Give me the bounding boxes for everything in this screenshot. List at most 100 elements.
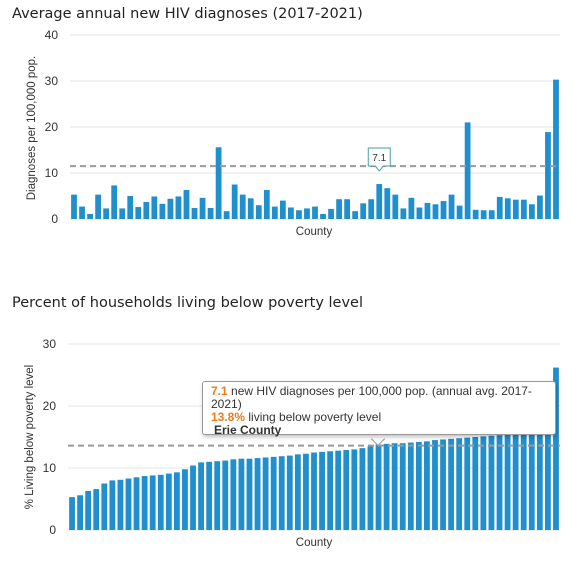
poverty-bar[interactable] [173, 472, 180, 530]
hiv-bar[interactable] [159, 203, 166, 219]
hiv-bar[interactable] [167, 198, 174, 219]
hiv-bar[interactable] [199, 197, 206, 219]
poverty-bar[interactable] [512, 433, 519, 530]
poverty-bar[interactable] [448, 438, 455, 530]
poverty-bar[interactable] [488, 435, 495, 530]
poverty-bar[interactable] [536, 431, 543, 530]
poverty-bar[interactable] [319, 451, 325, 530]
poverty-bar[interactable] [286, 455, 293, 530]
poverty-bar[interactable] [375, 444, 382, 530]
hiv-bar[interactable] [239, 194, 246, 219]
hiv-bar[interactable] [103, 208, 110, 219]
poverty-bar[interactable] [182, 469, 188, 530]
poverty-bar[interactable] [343, 450, 350, 530]
poverty-bar[interactable] [190, 465, 196, 530]
hiv-bar[interactable] [360, 203, 367, 219]
hiv-bar[interactable] [416, 207, 423, 220]
hiv-bar[interactable] [537, 195, 543, 219]
poverty-bar[interactable] [270, 456, 277, 530]
poverty-bar[interactable] [415, 441, 422, 530]
hiv-bar[interactable] [336, 199, 342, 219]
poverty-bar[interactable] [553, 367, 559, 530]
hiv-bar[interactable] [392, 194, 399, 219]
hiv-bar[interactable] [207, 207, 214, 219]
poverty-bar[interactable] [528, 432, 535, 530]
poverty-bar[interactable] [496, 435, 503, 530]
hiv-bar[interactable] [432, 204, 439, 219]
hiv-bar[interactable] [496, 196, 503, 219]
hiv-bar[interactable] [400, 208, 407, 219]
hiv-bar[interactable] [464, 122, 471, 219]
hiv-bar[interactable] [304, 208, 310, 219]
hiv-bar[interactable] [440, 201, 447, 219]
hiv-bar[interactable] [520, 199, 527, 219]
poverty-bar[interactable] [472, 437, 479, 530]
poverty-bar[interactable] [311, 452, 317, 531]
hiv-bar[interactable] [87, 213, 93, 219]
poverty-bar[interactable] [214, 461, 221, 530]
hiv-bar[interactable] [95, 194, 102, 219]
poverty-bar[interactable] [464, 437, 471, 530]
poverty-bar[interactable] [383, 443, 390, 530]
hiv-bar[interactable] [223, 211, 230, 219]
hiv-bar[interactable] [263, 190, 270, 219]
hiv-bar[interactable] [368, 199, 375, 219]
poverty-bar[interactable] [206, 461, 213, 530]
poverty-bar[interactable] [303, 453, 309, 530]
poverty-bar[interactable] [222, 460, 229, 530]
poverty-bar[interactable] [77, 495, 84, 530]
poverty-bar[interactable] [456, 438, 463, 530]
poverty-bar[interactable] [294, 454, 301, 530]
hiv-bar[interactable] [231, 184, 238, 220]
hiv-bar[interactable] [545, 132, 551, 219]
poverty-bar[interactable] [238, 458, 245, 530]
hiv-bar[interactable] [456, 205, 463, 219]
poverty-bar[interactable] [520, 433, 527, 530]
poverty-bar[interactable] [335, 450, 342, 530]
poverty-bar[interactable] [359, 448, 366, 530]
poverty-bar[interactable] [157, 474, 164, 530]
hiv-bar[interactable] [135, 207, 142, 219]
poverty-bar[interactable] [109, 480, 116, 530]
poverty-bar[interactable] [391, 443, 398, 530]
hiv-bar[interactable] [183, 190, 190, 219]
hiv-bar[interactable] [255, 205, 262, 219]
poverty-bar[interactable] [133, 477, 140, 530]
hiv-bar[interactable] [127, 196, 134, 219]
poverty-bar[interactable] [149, 475, 156, 530]
poverty-bar[interactable] [424, 441, 430, 530]
hiv-bar[interactable] [119, 208, 126, 219]
hiv-bar[interactable] [553, 79, 559, 220]
hiv-bar[interactable] [288, 207, 294, 220]
hiv-bar[interactable] [448, 194, 455, 219]
hiv-bar[interactable] [143, 201, 150, 219]
hiv-bar[interactable] [111, 185, 118, 219]
hiv-bar[interactable] [279, 200, 286, 219]
hiv-bar[interactable] [320, 213, 326, 219]
poverty-bar[interactable] [125, 478, 132, 530]
poverty-bar[interactable] [117, 479, 124, 530]
poverty-bar[interactable] [504, 434, 511, 530]
hiv-bar[interactable] [480, 210, 487, 219]
hiv-bar[interactable] [215, 147, 222, 219]
hiv-bar[interactable] [328, 208, 334, 219]
hiv-bar[interactable] [175, 196, 182, 219]
poverty-bar[interactable] [440, 439, 446, 530]
hiv-bar[interactable] [376, 184, 383, 219]
hiv-bar[interactable] [488, 210, 495, 219]
hiv-bar[interactable] [504, 198, 511, 219]
poverty-bar[interactable] [480, 436, 487, 530]
hiv-bar[interactable] [71, 194, 77, 219]
hiv-bar[interactable] [384, 188, 391, 219]
poverty-bar[interactable] [198, 462, 204, 530]
poverty-bar[interactable] [407, 442, 414, 530]
poverty-bar[interactable] [141, 476, 148, 530]
hiv-bar[interactable] [344, 199, 351, 219]
poverty-bar[interactable] [327, 451, 334, 530]
hiv-bar[interactable] [271, 206, 278, 219]
poverty-bar[interactable] [432, 440, 438, 530]
hiv-bar[interactable] [408, 197, 415, 219]
hiv-bar[interactable] [191, 207, 198, 219]
poverty-bar[interactable] [85, 490, 92, 530]
hiv-bar[interactable] [424, 202, 431, 219]
